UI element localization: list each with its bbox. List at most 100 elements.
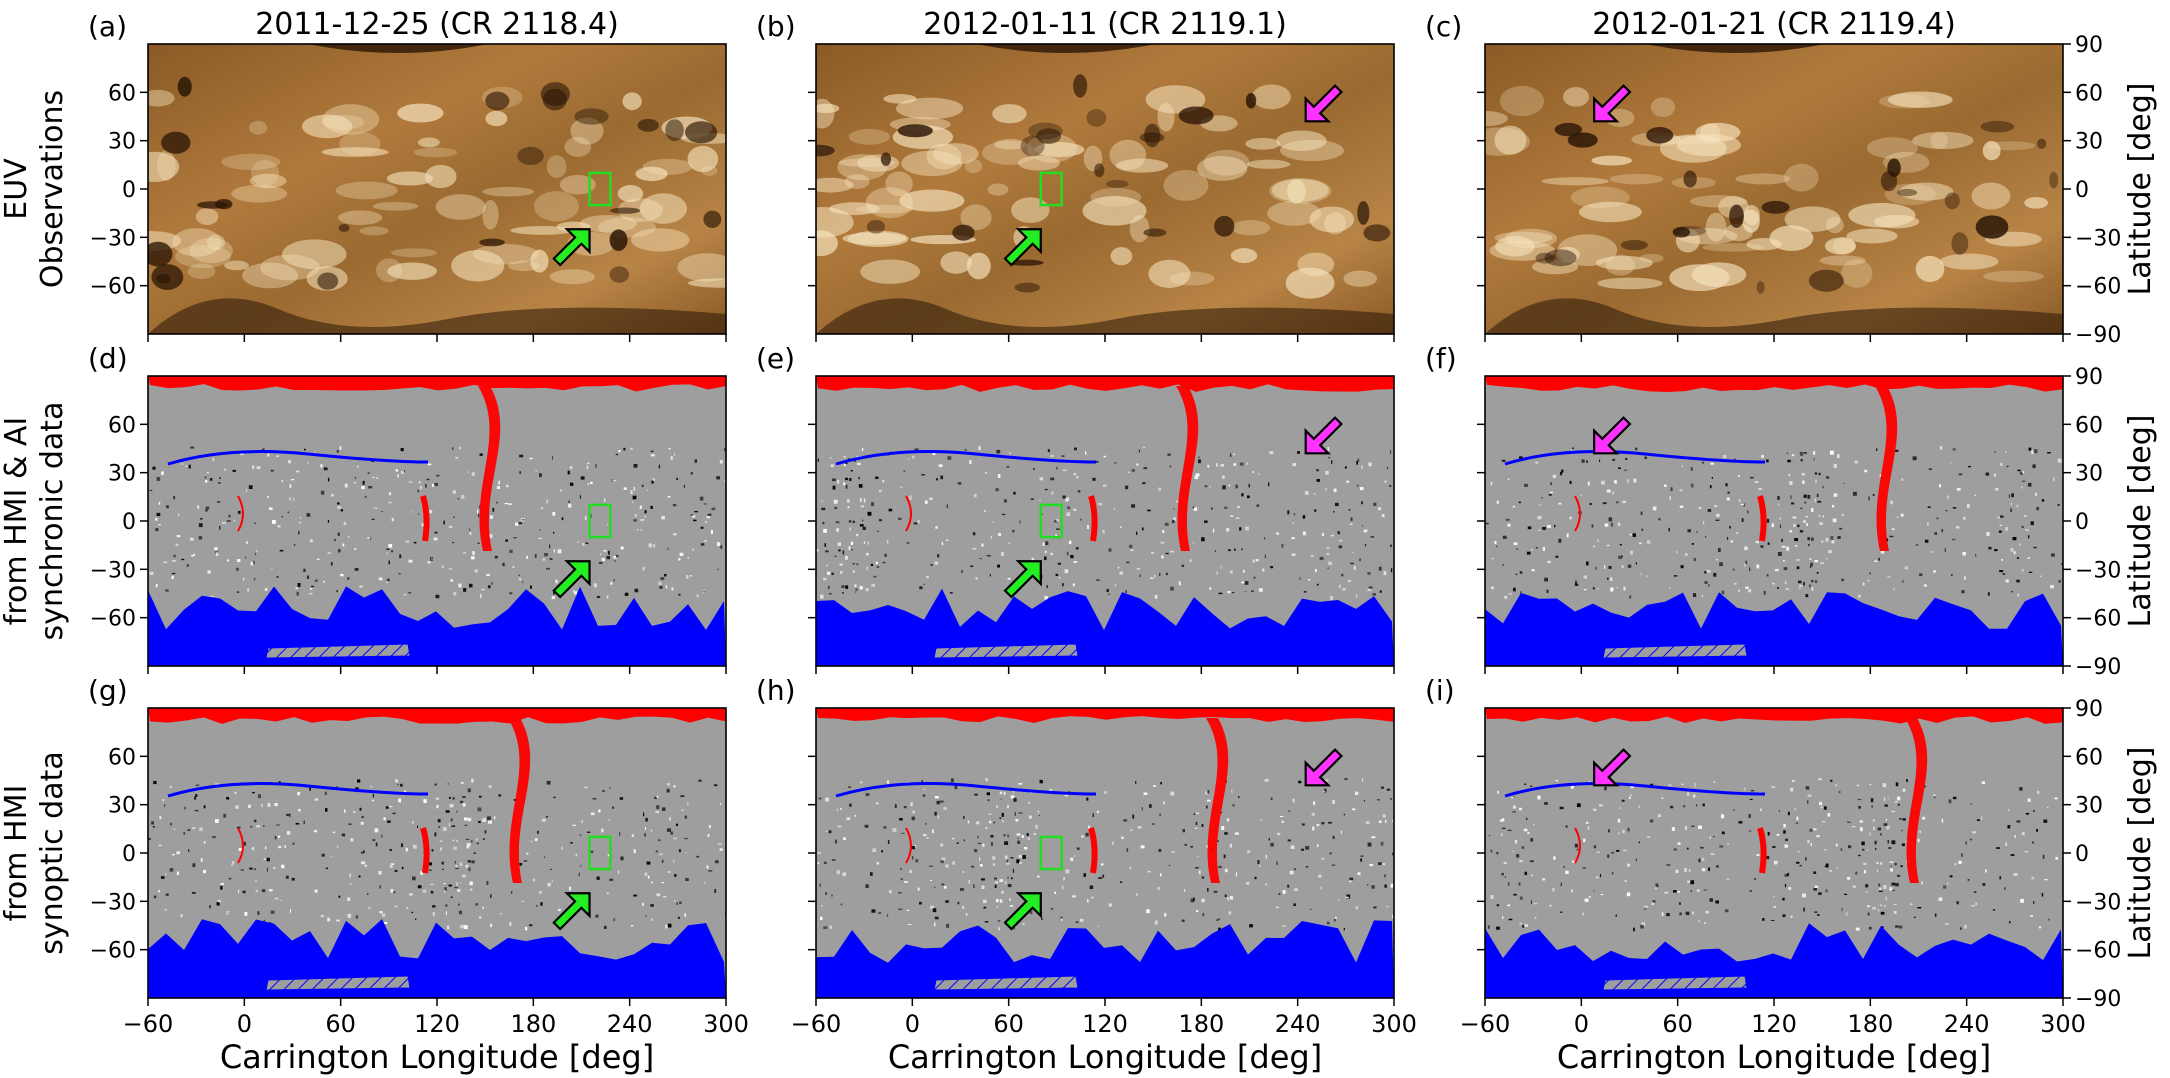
magnetogram-speckle [1813,871,1817,874]
y-tick-label-right: −30 [2075,226,2121,251]
magnetogram-speckle [1687,792,1690,796]
magnetogram-speckle [1067,506,1071,510]
magnetogram-speckle [1691,543,1694,545]
green-arrow [1003,892,1042,931]
magnetogram-speckle [382,913,386,917]
magnetogram-speckle [289,497,291,501]
euv-bright-region [1557,234,1618,266]
magnetogram-speckle [463,552,467,554]
magnetogram-speckle [719,459,723,464]
magnetogram-speckle [1976,819,1981,822]
magnetogram-speckle [1832,518,1837,523]
magnetogram-speckle [1985,472,1990,476]
magnetogram-speckle [1933,570,1936,573]
magnetogram-speckle [188,464,191,469]
magnetogram-speckle [2028,447,2032,451]
magnetogram-speckle [1546,589,1549,593]
magnetogram-speckle [445,810,450,813]
magnetogram-speckle [1321,821,1325,825]
magnetogram-speckle [263,825,265,827]
magnetogram-speckle [1777,552,1782,556]
x-tick-label: 240 [1275,1010,1321,1038]
magnetogram-speckle [1783,823,1786,828]
magnetogram-speckle [1959,927,1962,930]
magnetogram-speckle [855,591,857,593]
magnetogram-speckle [2002,573,2006,575]
magnetogram-speckle [994,877,997,880]
magnetogram-speckle [1488,834,1491,837]
magnetogram-speckle [431,483,435,487]
magnetogram-speckle [1623,849,1627,852]
magnetogram-speckle [1150,577,1154,579]
magnetogram-speckle [717,542,721,546]
euv-dark-region [1245,92,1257,109]
magnetogram-speckle [1523,828,1528,832]
magnetogram-speckle [1598,804,1603,807]
magnetogram-speckle [943,807,947,810]
magnetogram-speckle [1369,863,1374,867]
magnetogram-speckle [1896,516,1899,518]
magnetogram-speckle [615,453,618,456]
magnetogram-speckle [1293,903,1297,907]
magnetogram-speckle [999,879,1004,882]
magnetogram-speckle [1778,809,1780,812]
magnetogram-speckle [308,593,313,595]
magnetogram-speckle [1501,459,1506,462]
magnetogram-speckle [825,892,827,895]
euv-dark-region [685,121,718,144]
magnetogram-speckle [1390,544,1392,548]
magnetogram-speckle [186,563,189,567]
north-open-field [148,376,726,392]
magnetogram-speckle [1912,456,1917,461]
magnetogram-speckle [1611,851,1615,854]
magnetogram-speckle [1098,877,1102,879]
magnetogram-speckle [450,896,453,898]
magnetogram-speckle [1372,593,1376,596]
magnetogram-speckle [1241,581,1245,584]
magnetogram-speckle [388,492,392,496]
magnetogram-speckle [1948,799,1952,804]
region-box [1039,503,1063,539]
magnetogram-speckle [1103,455,1106,458]
magnetogram-speckle [508,503,512,505]
euv-bright-region [639,193,688,224]
magnetogram-speckle [1841,578,1845,582]
magnetogram-speckle [279,549,284,552]
magnetogram-speckle [209,905,211,909]
magnetogram-speckle [539,529,541,531]
magnetogram-speckle [909,495,912,500]
magnetogram-speckle [509,592,513,595]
magnetogram-speckle [974,793,978,796]
magnetogram-speckle [1530,900,1532,904]
magnetogram-speckle [1010,857,1014,859]
magnetogram-speckle [1738,499,1741,503]
euv-bright-region [1705,212,1727,242]
magnetogram-speckle [1535,547,1538,549]
negative-contour [835,450,1097,466]
magnetogram-speckle [148,838,151,840]
magnetogram-speckle [448,568,453,570]
euv-bright-region [1669,264,1730,292]
magnetogram-speckle [1516,854,1520,858]
magnetogram-speckle [1042,542,1045,546]
magnetogram-speckle [1314,568,1317,573]
magnetogram-speckle [541,818,546,822]
magnetogram-speckle [1600,894,1604,896]
y-tick-label-right: 0 [2075,842,2089,867]
magnetogram-speckle [1338,899,1340,901]
magnetogram-speckle [997,564,1000,568]
magnetogram-speckle [1973,891,1977,894]
magnetogram-speckle [720,545,723,549]
magnetogram-speckle [1586,561,1589,566]
magnetogram-speckle [1640,573,1642,575]
magnetogram-speckle [1384,874,1386,878]
magnetogram-speckle [551,455,554,460]
magnetogram-speckle [1704,922,1706,925]
magnetogram-speckle [1220,464,1225,467]
magnetogram-speckle [2022,568,2024,572]
magnetogram-speckle [267,803,271,807]
magnetogram-speckle [460,782,464,784]
magnetogram-speckle [286,813,290,816]
magnetogram-speckle [934,811,937,816]
magnetogram-speckle [1259,864,1261,867]
